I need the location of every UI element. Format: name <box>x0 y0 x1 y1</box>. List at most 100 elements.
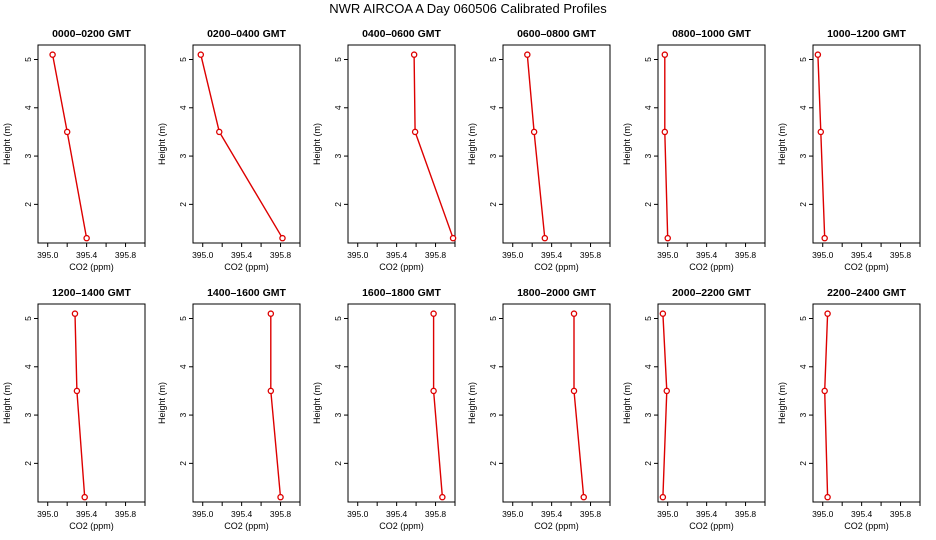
y-tick-label: 3 <box>178 412 188 417</box>
y-axis-label: Height (m) <box>622 123 632 165</box>
plot-frame <box>37 44 146 244</box>
y-tick-label: 3 <box>23 153 33 158</box>
data-point <box>524 51 531 58</box>
profile-line <box>526 54 546 239</box>
y-tick-label: 3 <box>643 153 653 158</box>
data-point <box>663 387 671 395</box>
y-tick-label: 2 <box>178 461 188 466</box>
data-point <box>63 128 71 136</box>
data-point <box>216 128 223 136</box>
y-tick-label: 4 <box>643 105 653 110</box>
y-tick-label: 2 <box>23 202 33 207</box>
panel-title: 2200–2400 GMT <box>827 287 906 299</box>
x-tick-label: 395.8 <box>425 250 447 260</box>
plot-frame <box>192 303 301 503</box>
x-tick-label: 395.4 <box>231 509 253 519</box>
profile-line <box>270 313 282 498</box>
x-tick-label: 395.0 <box>502 250 524 260</box>
y-axis-label: Height (m) <box>2 123 12 165</box>
plot-frame <box>812 44 921 244</box>
x-tick-label: 395.8 <box>425 509 447 519</box>
y-tick-label: 2 <box>23 461 33 466</box>
y-tick-label: 5 <box>798 316 808 321</box>
data-point <box>821 387 828 395</box>
panel-4: 0600–0800 GMT 395.0 395.4 395.8 2 3 4 5 CO2 (ppm… <box>467 28 611 272</box>
profile-line <box>51 54 88 239</box>
x-axis-label: CO2 (ppm) <box>224 521 269 531</box>
plot-frame <box>657 303 766 503</box>
x-tick-label: 395.8 <box>890 250 912 260</box>
x-axis-label: CO2 (ppm) <box>69 521 114 531</box>
x-axis-label: CO2 (ppm) <box>534 521 579 531</box>
x-tick-label: 395.0 <box>657 250 679 260</box>
y-tick-label: 5 <box>798 57 808 62</box>
y-tick-label: 3 <box>23 412 33 417</box>
panel-3: 0400–0600 GMT 395.0 395.4 395.8 2 3 4 5 CO2 (ppm… <box>312 28 457 272</box>
x-tick-label: 395.8 <box>270 250 292 260</box>
y-tick-label: 4 <box>798 364 808 369</box>
x-tick-label: 395.8 <box>580 250 602 260</box>
plot-frame <box>502 303 611 503</box>
data-point <box>197 51 205 58</box>
plot-frame <box>347 303 456 503</box>
plot-frame <box>502 44 611 244</box>
y-tick-label: 3 <box>178 153 188 158</box>
profile-line <box>573 313 585 498</box>
y-tick-label: 4 <box>488 364 498 369</box>
x-tick-label: 395.8 <box>890 509 912 519</box>
y-tick-label: 5 <box>643 57 653 62</box>
y-tick-label: 4 <box>178 105 188 110</box>
y-tick-label: 4 <box>333 105 343 110</box>
x-tick-label: 395.8 <box>270 509 292 519</box>
panel-9: 1600–1800 GMT 395.0 395.4 395.8 2 3 4 5 CO2 (ppm… <box>312 287 456 531</box>
y-tick-label: 4 <box>23 105 33 110</box>
data-point <box>267 387 275 395</box>
x-axis-label: CO2 (ppm) <box>844 521 889 531</box>
profile-line <box>432 313 444 498</box>
data-point <box>410 51 418 58</box>
y-axis-label: Height (m) <box>777 382 787 424</box>
data-point <box>449 234 457 242</box>
x-tick-label: 395.4 <box>76 250 98 260</box>
x-tick-label: 395.0 <box>657 509 679 519</box>
data-point <box>439 493 446 501</box>
y-tick-label: 5 <box>488 316 498 321</box>
data-point <box>570 310 578 317</box>
x-tick-label: 395.4 <box>541 250 563 260</box>
plot-frame <box>37 303 146 503</box>
data-point <box>267 310 275 317</box>
data-point <box>570 387 578 395</box>
y-tick-label: 2 <box>488 461 498 466</box>
x-tick-label: 395.4 <box>851 250 873 260</box>
x-tick-label: 395.4 <box>696 509 718 519</box>
y-tick-label: 5 <box>178 316 188 321</box>
profile-line <box>823 313 829 498</box>
x-axis-label: CO2 (ppm) <box>69 262 114 272</box>
x-tick-label: 395.0 <box>192 250 214 260</box>
data-point <box>580 493 587 501</box>
profile-line <box>817 54 826 239</box>
data-point <box>814 51 822 58</box>
y-axis-label: Height (m) <box>622 382 632 424</box>
y-tick-label: 3 <box>488 153 498 158</box>
y-axis-label: Height (m) <box>312 123 322 165</box>
panel-5: 0800–1000 GMT 395.0 395.4 395.8 2 3 4 5 CO2 (ppm… <box>622 28 766 272</box>
x-axis-label: CO2 (ppm) <box>689 262 734 272</box>
x-axis-label: CO2 (ppm) <box>689 521 734 531</box>
x-axis-label: CO2 (ppm) <box>844 262 889 272</box>
x-tick-label: 395.8 <box>735 250 757 260</box>
y-axis-label: Height (m) <box>2 382 12 424</box>
data-point <box>824 493 831 501</box>
data-point <box>71 310 79 317</box>
y-tick-label: 3 <box>798 153 808 158</box>
x-tick-label: 395.4 <box>386 250 408 260</box>
profile-line <box>413 54 454 239</box>
x-tick-label: 395.0 <box>812 509 834 519</box>
y-tick-label: 4 <box>333 364 343 369</box>
data-point <box>279 234 286 242</box>
x-axis-label: CO2 (ppm) <box>379 521 424 531</box>
y-tick-label: 5 <box>643 316 653 321</box>
y-tick-label: 2 <box>488 202 498 207</box>
y-tick-label: 2 <box>798 202 808 207</box>
y-tick-label: 2 <box>178 202 188 207</box>
